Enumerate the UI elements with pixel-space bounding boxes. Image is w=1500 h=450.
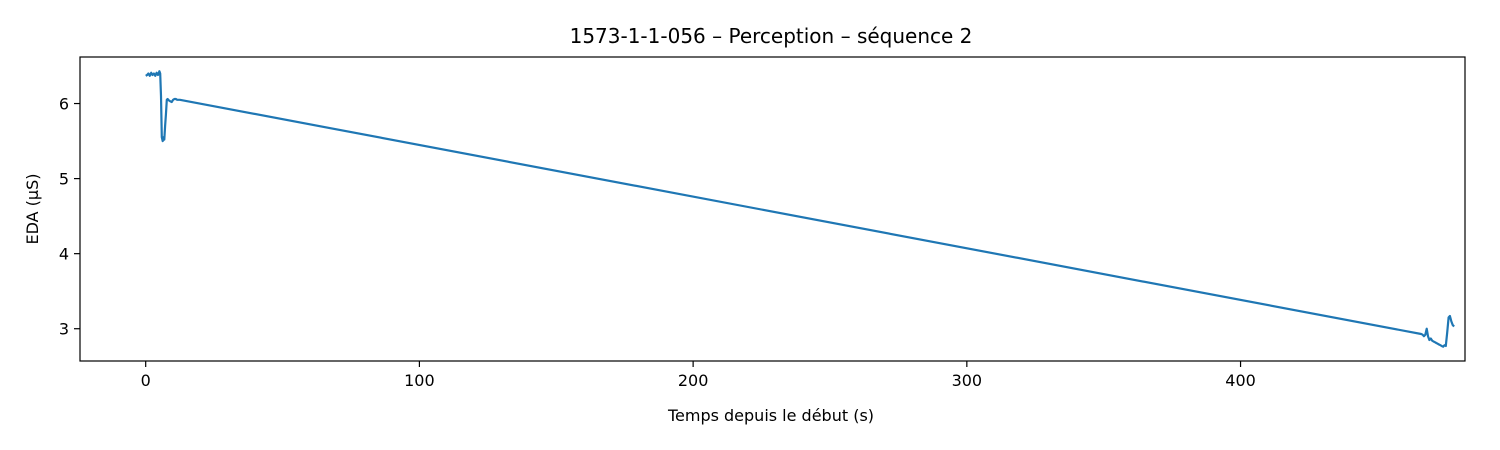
y-axis-label: EDA (µS) bbox=[23, 174, 42, 245]
x-axis-label: Temps depuis le début (s) bbox=[667, 406, 874, 425]
plot-area bbox=[79, 56, 1466, 362]
y-tick-label: 3 bbox=[59, 320, 69, 339]
x-axis: 0 100 200 300 400 500 bbox=[141, 361, 1500, 390]
x-tick-label: 0 bbox=[141, 371, 151, 390]
x-tick-label: 500 bbox=[1499, 371, 1500, 390]
x-tick-label: 200 bbox=[678, 371, 709, 390]
y-tick-label: 4 bbox=[59, 245, 69, 264]
axes-frame bbox=[79, 56, 1466, 362]
y-tick-label: 5 bbox=[59, 170, 69, 189]
y-tick-label: 6 bbox=[59, 95, 69, 114]
x-tick-label: 400 bbox=[1225, 371, 1256, 390]
series-layer bbox=[145, 70, 1455, 348]
series-line-0 bbox=[145, 70, 1455, 348]
x-tick-label: 100 bbox=[404, 371, 435, 390]
chart-title: 1573-1-1-056 – Perception – séquence 2 bbox=[570, 24, 973, 48]
y-axis: 3 4 5 6 bbox=[59, 95, 80, 339]
x-tick-label: 300 bbox=[952, 371, 983, 390]
